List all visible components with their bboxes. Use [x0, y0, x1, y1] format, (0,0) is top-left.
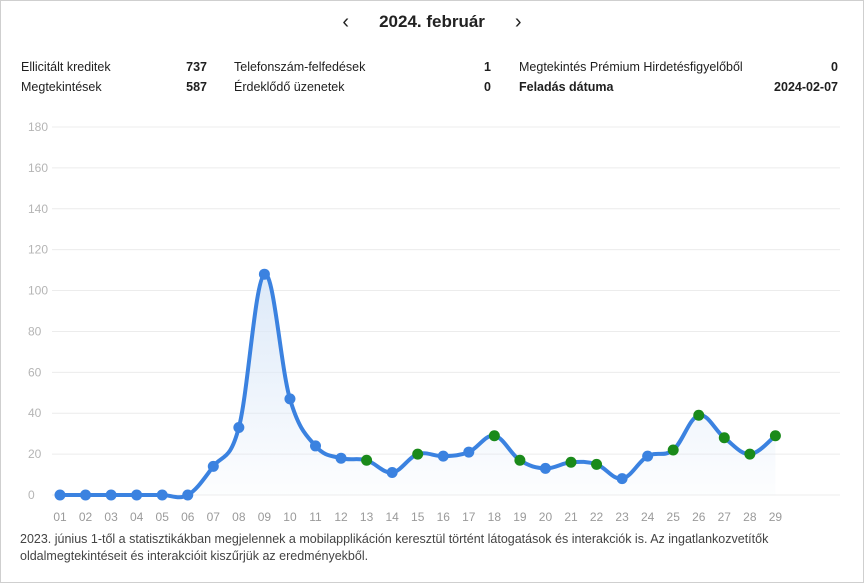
- y-tick-label: 180: [28, 120, 48, 134]
- data-point-28: [744, 448, 756, 460]
- stat-value-messages: 0: [484, 80, 491, 94]
- area-fill: [60, 274, 776, 498]
- chevron-left-icon[interactable]: ‹: [342, 11, 350, 33]
- x-tick-label: 29: [769, 510, 783, 524]
- data-point-02: [80, 489, 92, 501]
- stat-label-post-date: Feladás dátuma: [519, 80, 614, 94]
- data-point-27: [718, 432, 730, 444]
- x-tick-label: 05: [156, 510, 170, 524]
- stat-label-phone-reveals: Telefonszám-felfedések: [234, 60, 366, 74]
- data-point-08: [233, 422, 245, 434]
- stat-label-views: Megtekintések: [21, 80, 102, 94]
- x-tick-label: 12: [334, 510, 348, 524]
- y-tick-label: 160: [28, 161, 48, 175]
- x-tick-label: 08: [232, 510, 246, 524]
- x-tick-label: 23: [615, 510, 629, 524]
- x-tick-label: 25: [667, 510, 681, 524]
- stat-value-post-date: 2024-02-07: [774, 80, 838, 94]
- stat-value-views: 587: [186, 80, 207, 94]
- y-tick-label: 120: [28, 243, 48, 257]
- data-point-13: [361, 454, 373, 466]
- stat-value-elicited-credits: 737: [186, 60, 207, 74]
- x-tick-label: 03: [104, 510, 118, 524]
- data-point-04: [131, 489, 143, 501]
- data-point-22: [591, 458, 603, 470]
- x-tick-label: 28: [743, 510, 757, 524]
- x-tick-label: 17: [462, 510, 476, 524]
- data-point-26: [693, 409, 705, 421]
- x-tick-label: 22: [590, 510, 604, 524]
- x-tick-label: 06: [181, 510, 195, 524]
- data-point-21: [565, 456, 577, 468]
- data-point-29: [769, 430, 781, 442]
- data-point-14: [386, 467, 398, 479]
- x-tick-label: 16: [437, 510, 451, 524]
- x-tick-label: 21: [564, 510, 578, 524]
- data-point-15: [412, 448, 424, 460]
- data-point-17: [463, 446, 475, 458]
- month-title: 2024. február: [379, 12, 485, 31]
- y-tick-label: 60: [28, 365, 42, 379]
- data-point-05: [156, 489, 168, 501]
- month-navigation: ‹ 2024. február ›: [0, 8, 864, 36]
- data-point-07: [207, 460, 219, 472]
- x-tick-label: 18: [488, 510, 502, 524]
- data-point-03: [105, 489, 117, 501]
- x-tick-label: 09: [258, 510, 272, 524]
- x-tick-label: 04: [130, 510, 144, 524]
- data-point-20: [539, 462, 551, 474]
- stats-grid: Ellicitált kreditek 737 Telefonszám-felf…: [21, 57, 838, 97]
- x-tick-label: 13: [360, 510, 374, 524]
- data-point-11: [310, 440, 321, 452]
- x-tick-label: 14: [385, 510, 399, 524]
- chevron-right-icon[interactable]: ›: [514, 11, 522, 33]
- stat-label-premium-views: Megtekintés Prémium Hirdetésfigyelőből: [519, 60, 743, 74]
- data-point-09: [258, 268, 270, 280]
- x-tick-label: 19: [513, 510, 527, 524]
- stats-row-2: Megtekintések 587 Érdeklődő üzenetek 0 F…: [21, 77, 838, 97]
- y-tick-label: 100: [28, 284, 48, 298]
- y-tick-label: 80: [28, 324, 42, 338]
- x-tick-label: 20: [539, 510, 553, 524]
- data-point-16: [437, 450, 449, 462]
- stats-row-1: Ellicitált kreditek 737 Telefonszám-felf…: [21, 57, 838, 77]
- data-point-24: [642, 450, 654, 462]
- footnote: 2023. június 1-től a statisztikákban meg…: [20, 532, 769, 563]
- x-tick-label: 24: [641, 510, 655, 524]
- x-tick-label: 07: [207, 510, 221, 524]
- stat-value-phone-reveals: 1: [484, 60, 491, 74]
- y-tick-label: 20: [28, 447, 42, 461]
- data-point-19: [514, 454, 526, 466]
- data-point-23: [616, 473, 628, 485]
- x-tick-label: 01: [53, 510, 67, 524]
- stat-label-messages: Érdeklődő üzenetek: [234, 80, 345, 94]
- line-chart: 0 20 40 60 80 100 120 140 160 180 01 02 03 04 05 06 07 08…: [28, 120, 840, 524]
- data-point-25: [667, 444, 679, 456]
- data-point-12: [335, 452, 347, 464]
- stat-value-premium-views: 0: [831, 60, 838, 74]
- x-tick-label: 27: [718, 510, 732, 524]
- data-point-01: [54, 489, 66, 501]
- x-tick-label: 10: [283, 510, 297, 524]
- y-tick-label: 140: [28, 202, 48, 216]
- y-tick-label: 40: [28, 406, 42, 420]
- y-tick-label: 0: [28, 488, 35, 502]
- data-point-06: [182, 489, 194, 501]
- stat-label-elicited-credits: Ellicitált kreditek: [21, 60, 111, 74]
- data-point-10: [284, 393, 296, 405]
- x-tick-label: 02: [79, 510, 93, 524]
- x-tick-label: 15: [411, 510, 425, 524]
- x-tick-label: 11: [309, 510, 322, 524]
- x-tick-label: 26: [692, 510, 706, 524]
- data-point-18: [488, 430, 500, 442]
